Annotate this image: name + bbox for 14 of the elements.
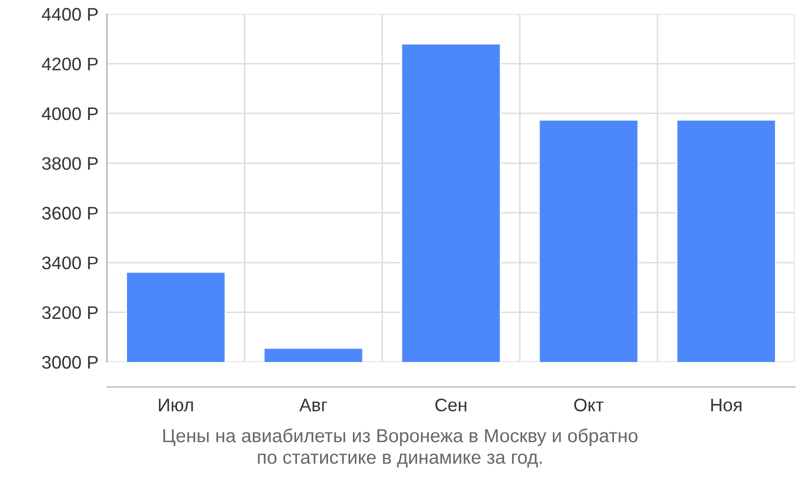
y-tick-label: 4200 Р <box>42 58 98 70</box>
x-tick-label: Ноя <box>711 398 742 412</box>
y-tick-label: 3800 Р <box>42 157 98 170</box>
y-tick-label: 3600 Р <box>42 206 98 220</box>
y-tick-label: 3000 Р <box>42 356 98 369</box>
text: Цены на авиабилеты из Воронежа в Москву и обратно по статистике в динамике за год. <box>163 428 638 468</box>
x-tick-label: Окт <box>574 398 604 412</box>
y-tick-label: 3200 Р <box>42 306 98 320</box>
y-tick-label: 4000 Р <box>42 107 98 120</box>
y-tick-label: 3400 Р <box>42 256 98 270</box>
x-tick-label: Июл <box>158 398 193 412</box>
x-tick-label: Сен <box>435 398 466 412</box>
x-tick-label: Авг <box>299 398 327 412</box>
y-tick-label: 4400 Р <box>42 8 98 21</box>
